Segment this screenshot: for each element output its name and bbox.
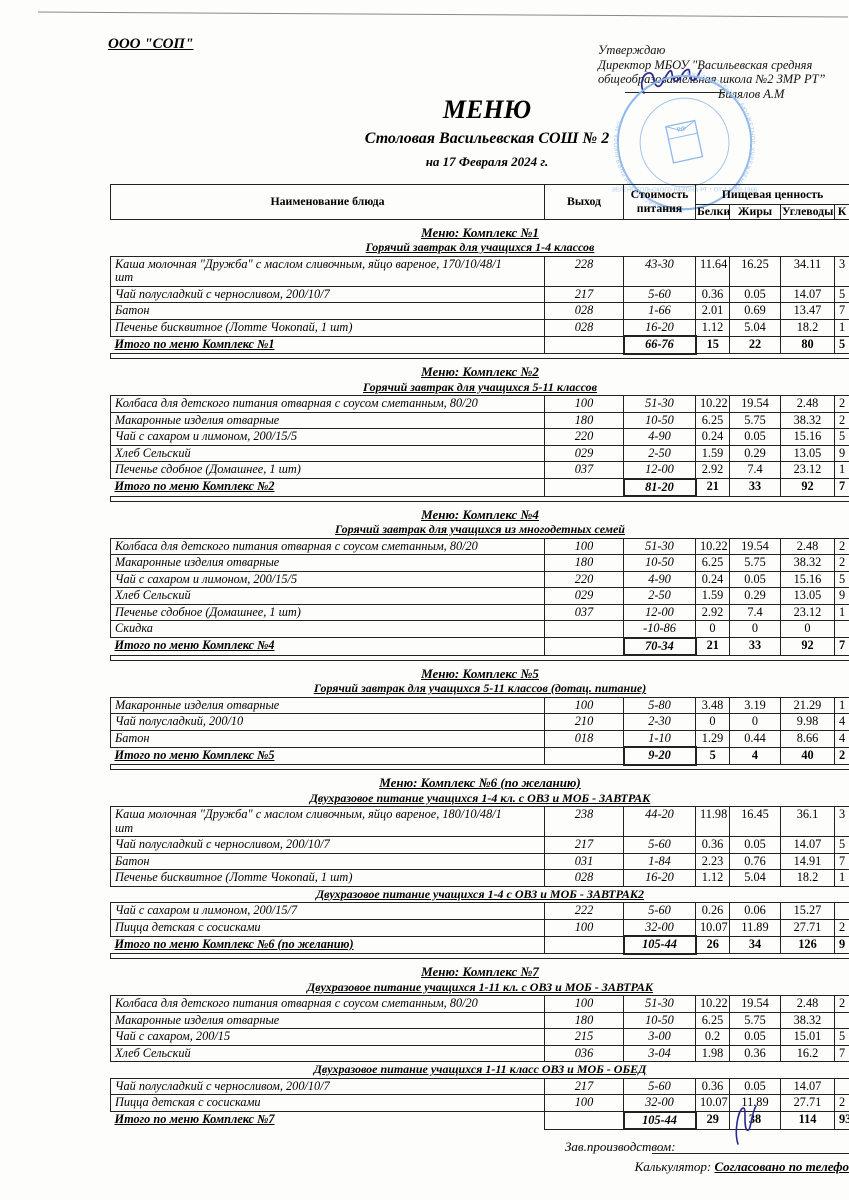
svg-text:РФ: РФ (676, 125, 687, 134)
